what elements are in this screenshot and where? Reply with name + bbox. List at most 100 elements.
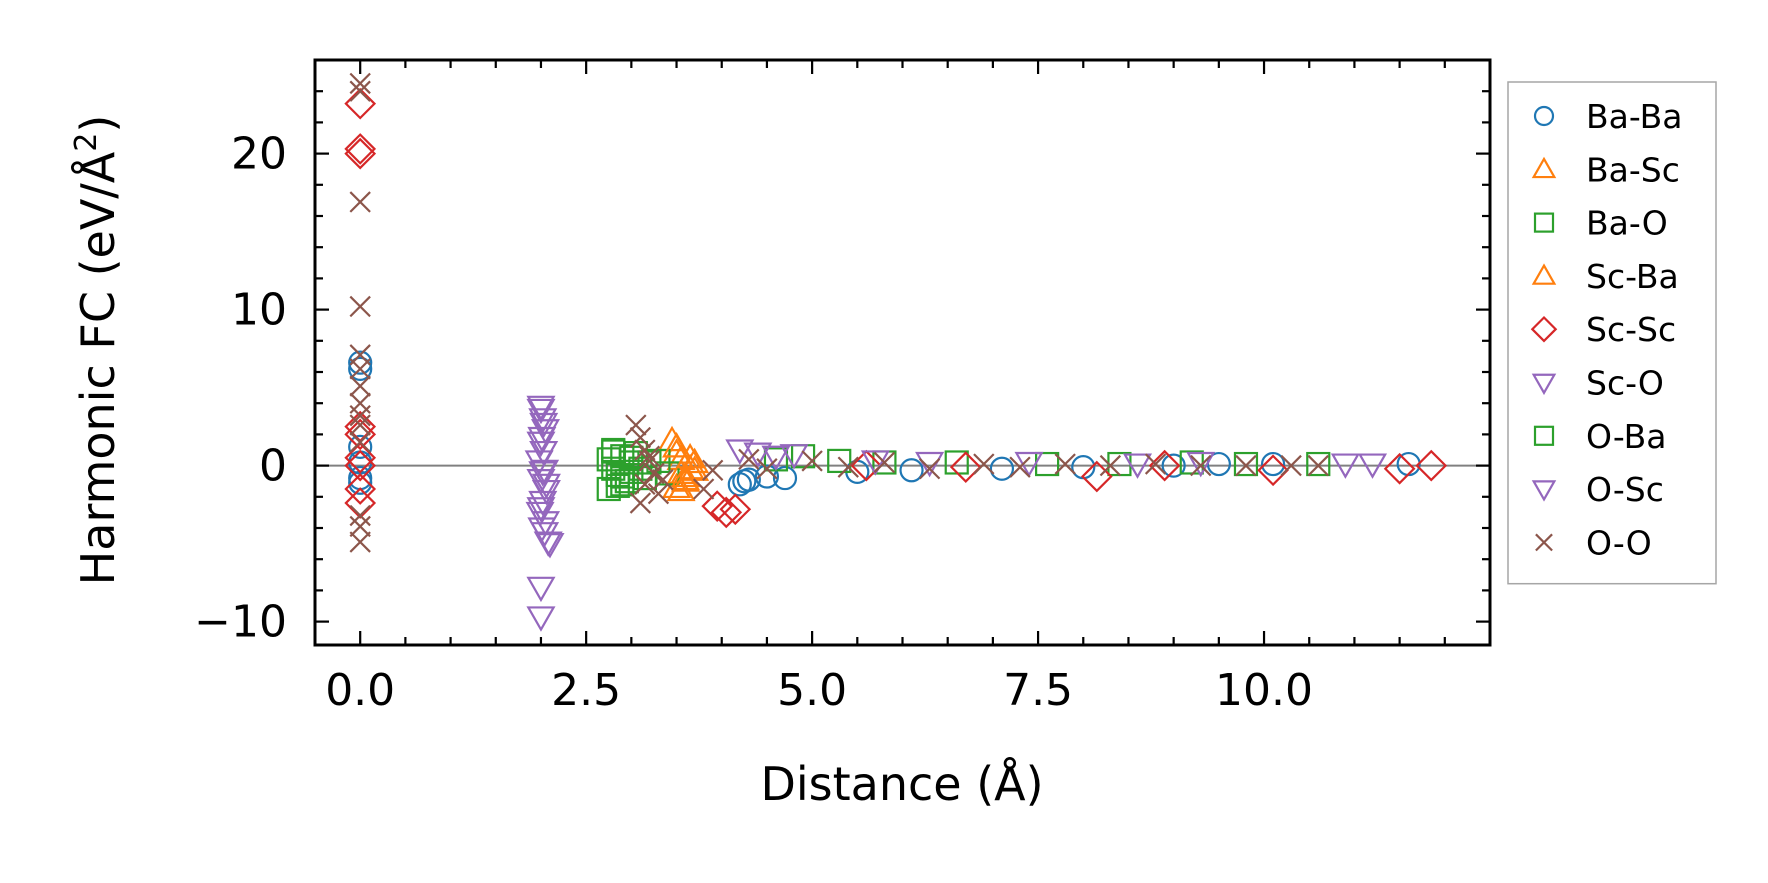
data-point [666, 444, 696, 470]
data-point [1144, 453, 1167, 475]
legend-entry-sc-sc: Sc-Sc [1530, 310, 1676, 349]
data-point [738, 448, 760, 471]
legend-marker [1531, 263, 1557, 285]
plot-frame-group [313, 58, 1492, 647]
y-axis-label: Harmonic FC (eV/Å2) [69, 115, 125, 586]
legend-marker [1535, 533, 1553, 552]
series-o-o [349, 72, 1329, 553]
data-point [638, 445, 661, 467]
data-point [1009, 456, 1031, 478]
data-point [1233, 451, 1259, 477]
data-point [899, 458, 924, 483]
data-point [526, 395, 556, 422]
data-point [1080, 460, 1113, 493]
data-point [1260, 451, 1286, 477]
data-point [1161, 453, 1186, 478]
data-point [349, 375, 371, 397]
data-point [756, 458, 778, 480]
legend-entry-sc-ba: Sc-Ba [1531, 257, 1679, 296]
data-point [1306, 451, 1331, 477]
data-point [837, 456, 859, 478]
data-point [1122, 453, 1153, 479]
data-point [348, 350, 373, 375]
data-point [526, 576, 556, 603]
data-point [349, 72, 371, 95]
data-point [652, 468, 674, 491]
data-point [348, 434, 373, 459]
data-point [344, 133, 377, 165]
data-point [348, 465, 373, 491]
data-point [634, 473, 656, 495]
x-tick-label: 2.5 [551, 665, 621, 716]
y-tick-label: 20 [231, 129, 287, 180]
legend-marker [1531, 156, 1557, 179]
data-point [529, 412, 559, 439]
data-point [344, 473, 377, 505]
data-point [772, 465, 798, 491]
data-point [629, 492, 652, 514]
data-point [647, 483, 670, 505]
data-point [531, 473, 561, 500]
data-point [860, 450, 890, 476]
data-point [348, 356, 373, 381]
series-ba-o [596, 437, 1331, 502]
x-axis-label: Distance (Å) [760, 757, 1043, 811]
data-point [349, 405, 371, 427]
data-point [736, 467, 761, 492]
data-point [349, 414, 371, 436]
legend-entry-ba-sc: Ba-Sc [1531, 150, 1680, 189]
data-point [1330, 453, 1360, 479]
legend-label: Sc-O [1586, 364, 1664, 403]
data-point [692, 478, 715, 500]
series-sc-sc [344, 87, 1448, 529]
data-point [666, 475, 696, 502]
x-tick-label: 10.0 [1215, 665, 1313, 716]
legend-marker [1533, 425, 1555, 446]
data-point [349, 515, 371, 538]
data-point [646, 448, 671, 474]
series-o-sc [526, 398, 561, 548]
y-tick-label: −10 [194, 597, 287, 648]
data-point [344, 418, 377, 451]
data-point [605, 473, 630, 498]
data-point [526, 398, 556, 425]
data-point [761, 445, 791, 472]
data-point [601, 439, 626, 464]
legend-marker [1533, 212, 1555, 233]
data-point [1357, 453, 1388, 479]
data-point [915, 451, 945, 478]
x-tick-label: 5.0 [777, 665, 847, 716]
legend-label: O-Ba [1586, 417, 1667, 456]
tick-labels: 0.0 2.5 5.0 7.5 10.0 −10 0 10 20 [194, 129, 1313, 716]
data-point [625, 414, 647, 436]
y-tick-label: 10 [231, 285, 287, 336]
legend-label: O-O [1586, 523, 1652, 562]
data-point [1190, 454, 1212, 477]
data-point [344, 487, 377, 519]
data-point [754, 464, 780, 489]
data-point [989, 456, 1015, 481]
data-point [1383, 452, 1416, 485]
data-point [349, 191, 371, 213]
data-point [743, 442, 773, 468]
data-point [526, 606, 556, 632]
data-point [918, 458, 941, 480]
legend-label: Sc-Sc [1586, 310, 1676, 349]
data-point [710, 496, 743, 529]
data-point [1099, 454, 1122, 477]
data-point [643, 462, 665, 485]
data-point [873, 451, 896, 474]
legend-label: O-Sc [1586, 470, 1664, 509]
plot-frame [313, 58, 1492, 647]
data-point [349, 295, 371, 318]
y-axis-label-close: ) [71, 115, 125, 133]
series-sc-o [524, 395, 1388, 632]
data-point [1307, 454, 1329, 477]
legend: Ba-Ba Ba-Sc Ba-O Sc-Ba Sc-Sc Sc-O O-Ba O-Sc O-O [1507, 81, 1717, 585]
data-point [596, 476, 621, 502]
data-point [637, 450, 662, 475]
data-point [680, 447, 710, 474]
legend-label: Ba-Sc [1586, 150, 1680, 189]
data-point [1415, 449, 1448, 482]
